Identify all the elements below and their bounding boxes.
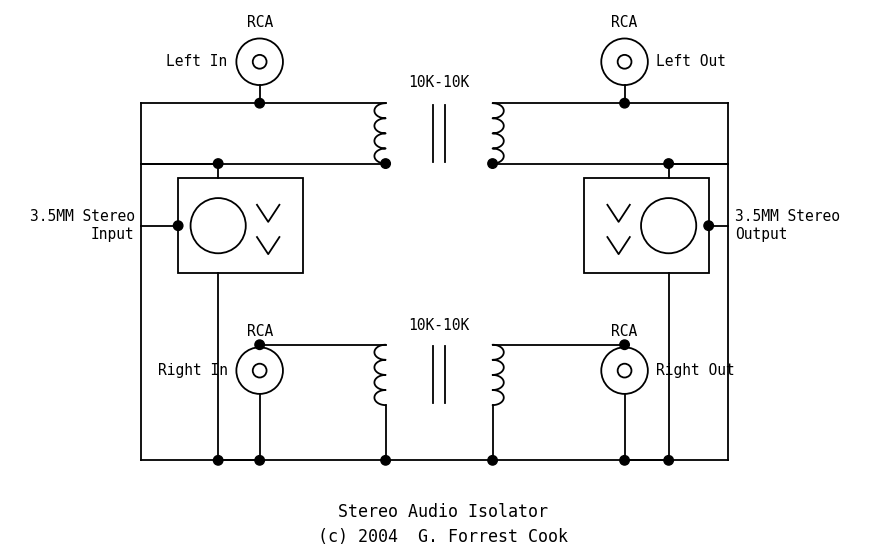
- Circle shape: [488, 456, 498, 465]
- Circle shape: [255, 340, 265, 350]
- Circle shape: [255, 456, 265, 465]
- Text: 3.5MM Stereo
Input: 3.5MM Stereo Input: [30, 210, 134, 242]
- Circle shape: [488, 159, 498, 168]
- Bar: [178, 178, 303, 273]
- Text: 10K-10K: 10K-10K: [409, 318, 470, 333]
- Text: 3.5MM Stereo
Output: 3.5MM Stereo Output: [735, 210, 840, 242]
- Circle shape: [213, 159, 223, 168]
- Text: Stereo Audio Isolator: Stereo Audio Isolator: [339, 503, 548, 521]
- Text: 10K-10K: 10K-10K: [409, 75, 470, 90]
- Text: RCA: RCA: [611, 15, 637, 30]
- Circle shape: [381, 456, 390, 465]
- Text: RCA: RCA: [611, 324, 637, 339]
- Circle shape: [663, 456, 673, 465]
- Circle shape: [704, 221, 713, 230]
- Text: RCA: RCA: [246, 324, 272, 339]
- Circle shape: [381, 159, 390, 168]
- Circle shape: [255, 98, 265, 108]
- Text: Right In: Right In: [158, 363, 228, 378]
- Text: Left Out: Left Out: [656, 54, 726, 69]
- Bar: [583, 178, 709, 273]
- Text: Left In: Left In: [167, 54, 228, 69]
- Circle shape: [620, 456, 629, 465]
- Circle shape: [620, 98, 629, 108]
- Text: Right Out: Right Out: [656, 363, 735, 378]
- Circle shape: [174, 221, 182, 230]
- Circle shape: [620, 340, 629, 350]
- Text: (c) 2004  G. Forrest Cook: (c) 2004 G. Forrest Cook: [319, 528, 568, 545]
- Circle shape: [213, 456, 223, 465]
- Text: RCA: RCA: [246, 15, 272, 30]
- Circle shape: [663, 159, 673, 168]
